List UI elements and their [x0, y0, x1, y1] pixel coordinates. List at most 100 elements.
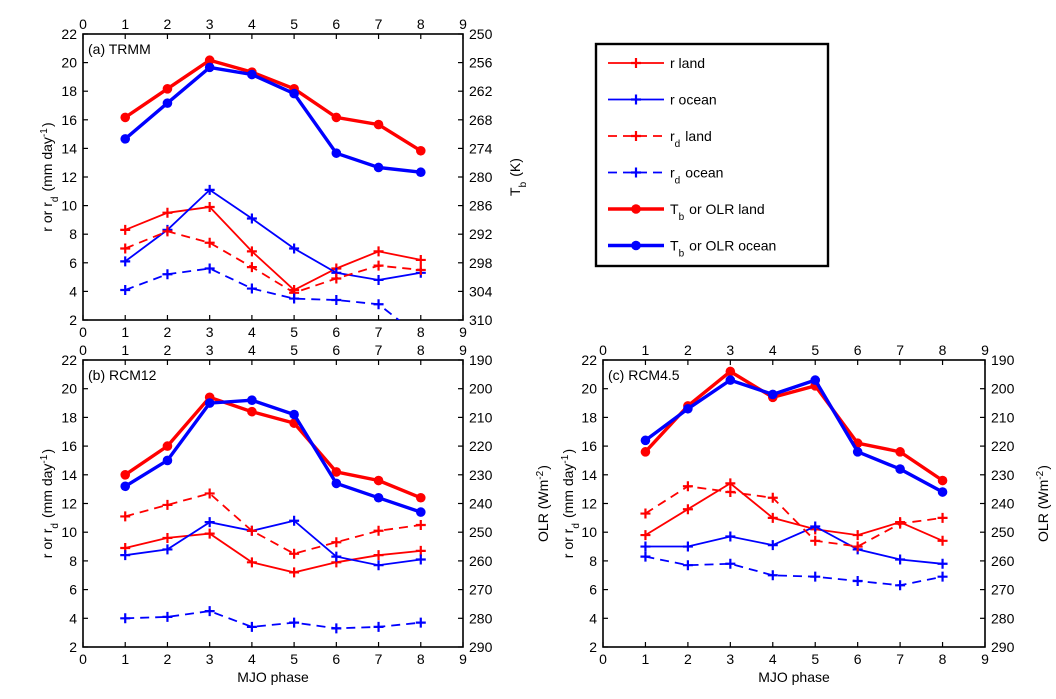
- x-tick-label-bottom: 0: [599, 651, 607, 667]
- panel-title: (b) RCM12: [88, 367, 157, 383]
- data-point: [246, 283, 257, 294]
- y-axis-label: r or rd (mm day-1 ): [39, 449, 61, 558]
- y-tick-label-left: 20: [61, 55, 77, 71]
- legend-label: Tb or OLR land: [670, 201, 765, 223]
- x-tick-label-top: 5: [811, 342, 819, 358]
- data-point: [682, 504, 693, 515]
- y-tick-label-left: 4: [589, 610, 597, 626]
- series-line: [124, 492, 421, 555]
- y2-tick-label-right: 280: [991, 610, 1015, 626]
- data-point: [204, 488, 215, 499]
- y2-tick-label-right: 190: [991, 352, 1015, 368]
- series-group: [640, 366, 948, 591]
- series-line: [124, 398, 422, 514]
- x-tick-label-top: 7: [375, 342, 383, 358]
- x-tick-label-top: 0: [79, 342, 87, 358]
- data-point: [331, 112, 342, 123]
- x-axis-label: MJO phase: [237, 669, 309, 685]
- data-point: [246, 621, 257, 632]
- y2-tick-label-right: 250: [469, 26, 493, 42]
- y-tick-label-left: 8: [589, 553, 597, 569]
- y-tick-label-left: 22: [61, 26, 77, 42]
- data-point: [415, 264, 426, 275]
- legend-label: rd land: [670, 128, 712, 150]
- data-point: [852, 541, 863, 552]
- y2-tick-label-right: 220: [991, 438, 1015, 454]
- x-tick-label-top: 6: [854, 342, 862, 358]
- data-point: [852, 575, 863, 586]
- data-point: [162, 207, 173, 218]
- legend-marker: [631, 204, 641, 214]
- x-tick-label-bottom: 9: [459, 651, 467, 667]
- y2-tick-label-right: 280: [469, 169, 493, 185]
- y2-axis-label: OLR (Wm-2 ): [1035, 465, 1052, 542]
- x-tick-label-top: 3: [206, 16, 214, 32]
- data-point: [120, 243, 131, 254]
- y-tick-label-left: 4: [69, 610, 77, 626]
- x-tick-label-top: 6: [332, 16, 340, 32]
- data-point: [767, 540, 778, 551]
- data-point: [204, 398, 215, 408]
- y-axis-label: r or rd (mm day-1 ): [560, 449, 582, 558]
- data-point: [937, 558, 948, 569]
- y2-tick-label-right: 230: [991, 467, 1015, 483]
- y2-tick-label-right: 250: [469, 524, 493, 540]
- data-point: [162, 455, 173, 466]
- data-point: [810, 521, 821, 532]
- data-point: [120, 481, 131, 492]
- x-tick-label-top: 1: [121, 16, 129, 32]
- series-line: [645, 525, 943, 565]
- data-point: [331, 478, 342, 489]
- data-point: [120, 134, 131, 144]
- series-group: [120, 392, 426, 634]
- panel-title: (c) RCM4.5: [608, 367, 680, 383]
- data-point: [373, 246, 384, 257]
- x-tick-label-bottom: 1: [121, 324, 129, 340]
- data-point: [162, 544, 173, 555]
- y-tick-label-left: 10: [61, 198, 77, 214]
- data-point: [289, 515, 300, 526]
- plot-frame: [82, 359, 464, 648]
- x-tick-label-bottom: 3: [206, 651, 214, 667]
- series-line: [124, 230, 421, 294]
- y-tick-label-left: 2: [69, 312, 77, 328]
- x-tick-label-bottom: 8: [417, 651, 425, 667]
- data-point: [331, 294, 342, 305]
- y2-tick-label-right: 250: [991, 524, 1015, 540]
- data-point: [852, 530, 863, 541]
- legend-marker: [631, 240, 641, 251]
- data-point: [246, 262, 257, 273]
- y2-tick-label-right: 260: [469, 553, 493, 569]
- y-tick-label-left: 18: [61, 409, 77, 425]
- y2-tick-label-right: 240: [991, 496, 1015, 512]
- data-point: [204, 263, 215, 274]
- x-tick-label-top: 2: [164, 16, 172, 32]
- y-tick-label-left: 10: [581, 524, 597, 540]
- x-tick-label-bottom: 2: [684, 651, 692, 667]
- x-tick-label-bottom: 4: [248, 651, 256, 667]
- y-tick-label-left: 8: [69, 226, 77, 242]
- x-tick-label-bottom: 3: [206, 324, 214, 340]
- data-point: [373, 492, 384, 503]
- data-point: [246, 213, 257, 224]
- data-point: [640, 435, 651, 446]
- legend-label: r land: [670, 55, 705, 71]
- x-tick-label-top: 8: [417, 16, 425, 32]
- x-tick-label-top: 4: [769, 342, 777, 358]
- data-point: [289, 293, 300, 304]
- x-tick-label-top: 7: [375, 16, 383, 32]
- data-point: [289, 88, 299, 99]
- y-tick-label-left: 18: [61, 83, 77, 99]
- y-tick-label-left: 22: [61, 352, 77, 368]
- data-point: [937, 535, 948, 546]
- legend-marker: [631, 167, 641, 178]
- data-point: [373, 260, 384, 271]
- data-point: [120, 284, 131, 295]
- x-tick-label-bottom: 2: [164, 651, 172, 667]
- x-tick-label-bottom: 2: [164, 324, 172, 340]
- data-point: [162, 84, 173, 94]
- y2-tick-label-right: 200: [469, 381, 493, 397]
- y2-tick-label-right: 290: [469, 639, 493, 655]
- series-line: [124, 65, 421, 174]
